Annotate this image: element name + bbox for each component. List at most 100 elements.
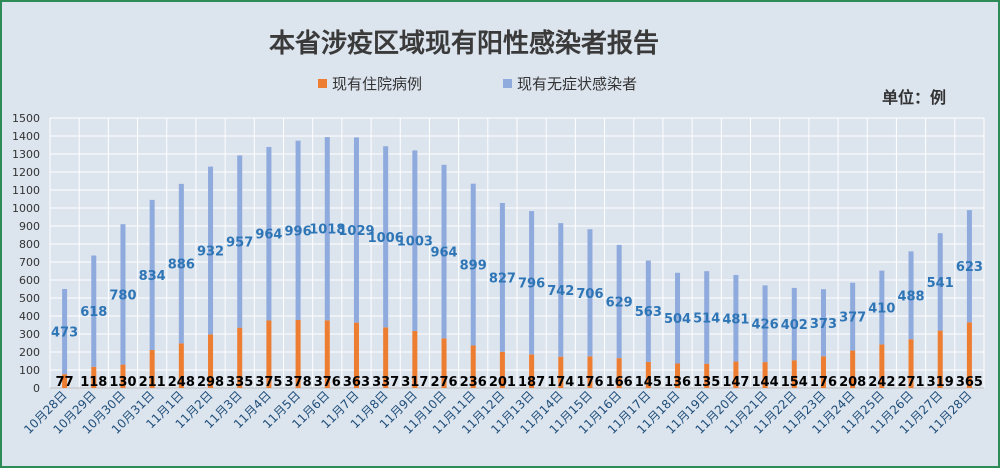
bar-asymptomatic: [91, 255, 97, 367]
data-label-hospitalized: 166: [606, 375, 633, 390]
data-label-asymptomatic: 834: [139, 269, 166, 284]
y-tick-label: 900: [19, 220, 40, 233]
y-axis: 0 100 200 300 400 500 600 700 800 900 1000 1100 1200…: [12, 112, 40, 395]
data-label-hospitalized: 147: [722, 375, 749, 390]
data-label-asymptomatic: 410: [868, 302, 895, 317]
data-label-hospitalized: 337: [372, 375, 399, 390]
bar-hospitalized: [178, 343, 184, 388]
data-label-hospitalized: 176: [810, 375, 837, 390]
bar-asymptomatic: [470, 183, 476, 346]
y-tick-label: 1300: [12, 148, 40, 161]
data-label-asymptomatic: 957: [226, 236, 253, 251]
data-labels: 77 473 118 618 130 780 211 834 248 886 298 932 335 95…: [51, 223, 983, 390]
data-label-asymptomatic: 827: [489, 271, 516, 286]
data-label-hospitalized: 118: [80, 375, 107, 390]
bar-asymptomatic: [704, 271, 710, 364]
bar-hospitalized: [295, 319, 301, 388]
bar-asymptomatic: [499, 202, 505, 352]
bar-asymptomatic: [208, 166, 214, 335]
bar-asymptomatic: [850, 282, 856, 351]
bar-hospitalized: [237, 327, 243, 388]
data-label-hospitalized: 145: [635, 375, 662, 390]
bar-asymptomatic: [616, 244, 622, 359]
data-label-asymptomatic: 402: [781, 318, 808, 333]
data-label-hospitalized: 363: [343, 375, 370, 390]
bar-hospitalized: [120, 364, 126, 388]
bar-asymptomatic: [558, 223, 564, 357]
y-tick-label: 200: [19, 346, 40, 359]
data-label-hospitalized: 365: [956, 375, 983, 390]
bar-hospitalized: [470, 345, 476, 388]
y-tick-label: 1400: [12, 130, 40, 143]
bar-asymptomatic: [879, 270, 885, 345]
data-label-hospitalized: 376: [314, 375, 341, 390]
bar-hospitalized: [324, 320, 330, 388]
legend-label-asymptomatic: 现有无症状感染者: [517, 75, 637, 93]
data-label-asymptomatic: 373: [810, 317, 837, 332]
data-label-hospitalized: 135: [693, 375, 720, 390]
bar-asymptomatic: [587, 229, 593, 357]
bar-hospitalized: [499, 351, 505, 388]
data-label-asymptomatic: 481: [722, 312, 749, 327]
bar-asymptomatic: [324, 137, 330, 321]
data-label-hospitalized: 276: [430, 375, 457, 390]
y-tick-label: 400: [19, 310, 40, 323]
bar-hospitalized: [879, 344, 885, 388]
y-tick-label: 300: [19, 328, 40, 341]
y-tick-label: 700: [19, 256, 40, 269]
y-tick-label: 800: [19, 238, 40, 251]
data-label-asymptomatic: 514: [693, 311, 720, 326]
bar-asymptomatic: [675, 272, 681, 364]
bar-hospitalized: [908, 339, 914, 388]
bar-hospitalized: [353, 322, 359, 388]
data-label-hospitalized: 242: [868, 375, 895, 390]
legend-swatch-asymptomatic: [503, 79, 512, 88]
data-label-hospitalized: 378: [285, 375, 312, 390]
data-label-asymptomatic: 796: [518, 277, 545, 292]
bar-hospitalized: [791, 360, 797, 388]
data-label-asymptomatic: 1029: [338, 224, 374, 239]
data-label-hospitalized: 298: [197, 375, 224, 390]
data-label-asymptomatic: 964: [255, 228, 282, 243]
data-label-asymptomatic: 377: [839, 311, 866, 326]
y-tick-label: 600: [19, 274, 40, 287]
data-label-asymptomatic: 488: [897, 289, 924, 304]
data-label-hospitalized: 176: [576, 375, 603, 390]
data-label-hospitalized: 154: [781, 375, 808, 390]
bar-asymptomatic: [266, 146, 272, 321]
data-label-asymptomatic: 563: [635, 305, 662, 320]
data-label-asymptomatic: 996: [285, 224, 312, 239]
data-label-asymptomatic: 1003: [397, 235, 433, 250]
bar-hospitalized: [762, 362, 768, 388]
data-label-asymptomatic: 742: [547, 284, 574, 299]
data-label-hospitalized: 271: [897, 375, 924, 390]
bar-hospitalized: [91, 366, 97, 388]
y-tick-label: 1100: [12, 184, 40, 197]
data-label-hospitalized: 211: [139, 375, 166, 390]
bar-asymptomatic: [791, 287, 797, 361]
bar-hospitalized: [383, 327, 389, 388]
data-label-hospitalized: 174: [547, 375, 574, 390]
y-tick-label: 1200: [12, 166, 40, 179]
data-label-asymptomatic: 629: [606, 296, 633, 311]
data-label-hospitalized: 248: [168, 375, 195, 390]
data-label-asymptomatic: 964: [430, 246, 457, 261]
data-label-asymptomatic: 618: [80, 305, 107, 320]
y-tick-label: 500: [19, 292, 40, 305]
bar-hospitalized: [937, 330, 943, 388]
bar-asymptomatic: [120, 224, 126, 365]
bar-hospitalized: [850, 350, 856, 388]
bar-hospitalized: [529, 354, 535, 388]
data-label-hospitalized: 144: [752, 375, 779, 390]
y-tick-label: 0: [33, 382, 40, 395]
bar-hospitalized: [616, 358, 622, 388]
bar-hospitalized: [587, 356, 593, 388]
data-label-asymptomatic: 473: [51, 326, 78, 341]
data-label-asymptomatic: 426: [752, 318, 779, 333]
data-label-hospitalized: 201: [489, 375, 516, 390]
data-label-asymptomatic: 1006: [368, 231, 404, 246]
bars: [62, 137, 972, 388]
data-label-hospitalized: 319: [927, 375, 954, 390]
bar-asymptomatic: [937, 233, 943, 331]
